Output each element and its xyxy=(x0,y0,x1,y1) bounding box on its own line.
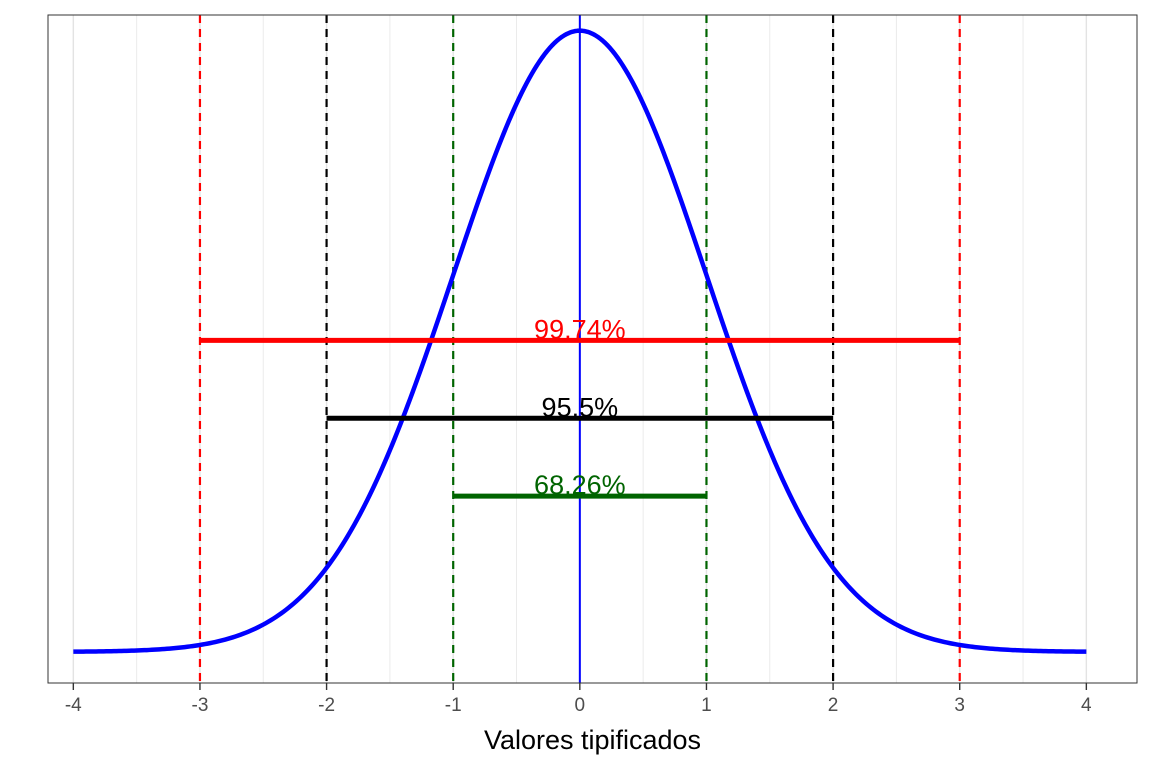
x-tick-label: 1 xyxy=(701,695,712,716)
x-tick-label: -3 xyxy=(192,695,209,716)
interval-label: 95.5% xyxy=(542,392,619,422)
x-tick-label: 0 xyxy=(575,695,586,716)
x-tick-label: -2 xyxy=(318,695,335,716)
x-tick-label: -4 xyxy=(65,695,82,716)
interval-label: 68.26% xyxy=(534,470,626,500)
interval-label: 99.74% xyxy=(534,314,626,344)
intervals-layer: 99.74% 95.5% 68.26% xyxy=(199,314,960,500)
x-axis-title: Valores tipificados xyxy=(484,725,701,755)
x-tick-label: 4 xyxy=(1081,695,1092,716)
x-tick-label: 3 xyxy=(954,695,965,716)
curve-layer xyxy=(73,15,1087,683)
x-tick-label: -1 xyxy=(445,695,462,716)
x-axis: -4 -3 -2 -1 0 1 2 3 4 xyxy=(65,683,1092,716)
x-tick-label: 2 xyxy=(828,695,839,716)
panel-border xyxy=(47,14,1138,684)
